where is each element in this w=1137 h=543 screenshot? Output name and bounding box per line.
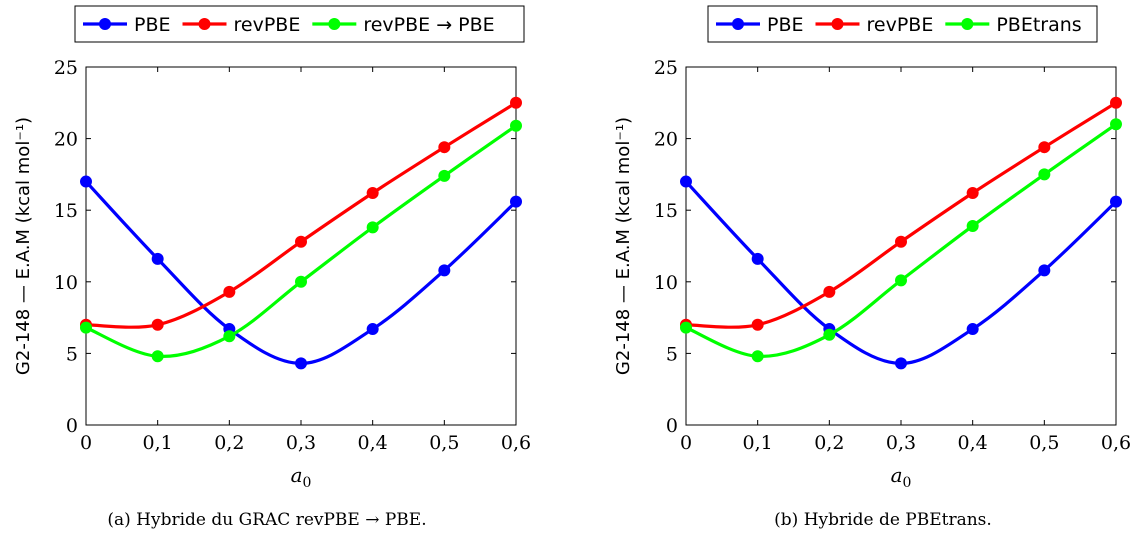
data-point xyxy=(1110,118,1122,131)
y-tick-label: 10 xyxy=(654,272,678,294)
data-point xyxy=(1038,264,1051,277)
y-axis-label: G2-148 — E.A.M (kcal mol⁻¹) xyxy=(613,117,634,375)
x-tick-label: 0 xyxy=(80,432,92,454)
chart-b: 0 0,1 0,2 0,3 0,4 0,5 0,6 0 5 10 15 20 25 a0 G2-148 — … xyxy=(613,5,1131,530)
legend-entry: revPBE → PBE xyxy=(363,14,494,36)
x-tick-label: 0,5 xyxy=(1029,432,1059,454)
legend-box xyxy=(707,5,1098,43)
x-tick-label: 0 xyxy=(680,432,692,454)
data-point xyxy=(1110,195,1122,208)
y-tick-label: 15 xyxy=(54,200,78,222)
y-tick-label: 25 xyxy=(54,57,78,79)
data-point xyxy=(1110,96,1122,109)
data-point xyxy=(966,219,979,232)
data-point xyxy=(223,285,236,298)
caption: (b) Hybride de PBEtrans. xyxy=(774,510,992,530)
x-tick-label: 0,5 xyxy=(429,432,459,454)
y-tick-label: 10 xyxy=(54,272,78,294)
y-tick-label: 0 xyxy=(666,415,678,437)
data-point xyxy=(895,274,907,287)
legend-swatch-marker xyxy=(99,18,111,30)
data-point xyxy=(151,350,164,363)
data-point xyxy=(223,330,236,343)
data-point xyxy=(366,187,379,200)
y-tick-label: 20 xyxy=(54,129,78,151)
x-tick-label: 0,3 xyxy=(286,432,316,454)
data-point xyxy=(823,285,836,298)
data-point xyxy=(438,141,451,154)
data-point xyxy=(895,357,907,370)
x-tick-label: 0,2 xyxy=(814,432,844,454)
data-point xyxy=(751,318,764,331)
data-point xyxy=(1038,141,1051,154)
data-point xyxy=(680,175,692,188)
x-tick-label: 0,6 xyxy=(1101,432,1131,454)
x-tick-label: 0,4 xyxy=(358,432,388,454)
data-point xyxy=(438,169,451,182)
legend-entry: revPBE xyxy=(234,14,301,36)
chart-a: 0 0,1 0,2 0,3 0,4 0,5 0,6 0 5 10 15 20 25 a0 G2-148 — … xyxy=(13,5,531,530)
x-tick-label: 0,1 xyxy=(143,432,173,454)
legend: PBE revPBE revPBE → PBE xyxy=(74,5,525,43)
data-point xyxy=(295,275,307,288)
data-point xyxy=(80,175,92,188)
data-point xyxy=(510,119,522,132)
data-point xyxy=(366,221,379,234)
series-line-PBE xyxy=(84,180,518,366)
legend-entry: PBE xyxy=(767,14,804,36)
x-tick-label: 0,6 xyxy=(501,432,531,454)
legend-entry: PBE xyxy=(134,14,171,36)
data-point xyxy=(438,264,451,277)
legend-swatch-marker xyxy=(732,18,744,30)
legend-entry: PBEtrans xyxy=(996,14,1081,36)
x-tick-label: 0,2 xyxy=(214,432,244,454)
series-line-PBE xyxy=(684,180,1118,366)
data-point xyxy=(510,96,522,109)
data-point xyxy=(366,323,379,336)
y-tick-label: 5 xyxy=(66,343,78,365)
data-point xyxy=(966,323,979,336)
series-line-revPBE xyxy=(685,101,1117,329)
y-tick-label: 0 xyxy=(66,415,78,437)
y-tick-label: 25 xyxy=(654,57,678,79)
y-tick-label: 20 xyxy=(654,129,678,151)
legend-entry: revPBE xyxy=(867,14,934,36)
data-point xyxy=(751,252,764,265)
data-point xyxy=(295,235,307,248)
data-point xyxy=(680,321,692,334)
data-point xyxy=(895,235,907,248)
legend-swatch-marker xyxy=(831,18,844,30)
x-axis-label: a0 xyxy=(291,463,312,491)
data-point xyxy=(295,357,307,370)
data-point xyxy=(1038,168,1051,181)
legend: PBE revPBE PBEtrans xyxy=(707,5,1098,43)
data-point xyxy=(80,321,92,334)
data-point xyxy=(966,187,979,200)
series-line-revPBE xyxy=(85,101,517,329)
y-axis-label: G2-148 — E.A.M (kcal mol⁻¹) xyxy=(13,117,34,375)
legend-box xyxy=(74,5,525,43)
legend-swatch-marker xyxy=(198,18,211,30)
x-tick-label: 0,3 xyxy=(886,432,916,454)
legend-swatch-marker xyxy=(961,18,974,30)
data-point xyxy=(151,318,164,331)
data-point xyxy=(151,252,164,265)
data-point xyxy=(510,195,522,208)
data-point xyxy=(823,328,836,341)
y-tick-label: 5 xyxy=(666,343,678,365)
data-point xyxy=(751,350,764,363)
legend-swatch-marker xyxy=(328,18,341,30)
y-tick-label: 15 xyxy=(654,200,678,222)
x-tick-label: 0,4 xyxy=(958,432,988,454)
caption: (a) Hybride du GRAC revPBE → PBE. xyxy=(107,510,426,530)
x-axis-label: a0 xyxy=(891,463,912,491)
x-tick-label: 0,1 xyxy=(743,432,773,454)
